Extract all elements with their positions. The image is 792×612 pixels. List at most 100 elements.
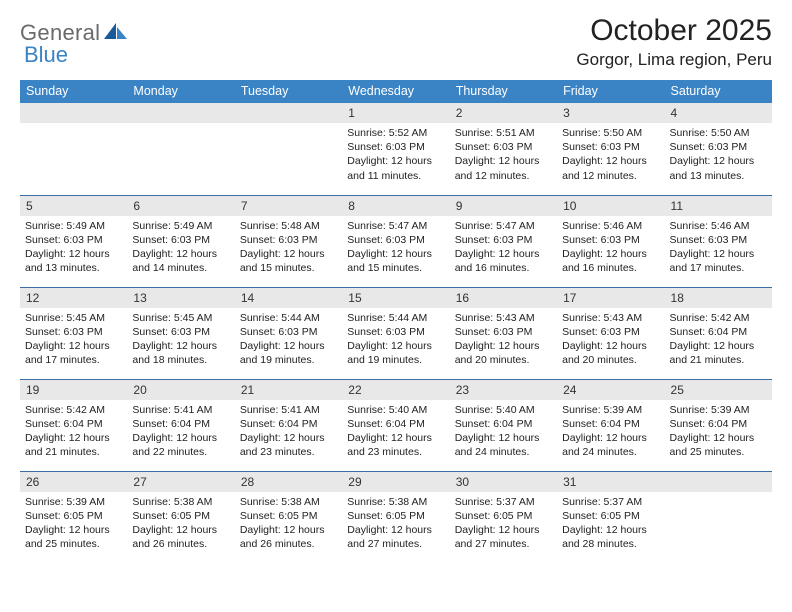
calendar-row: 19Sunrise: 5:42 AMSunset: 6:04 PMDayligh… (20, 379, 772, 471)
day-body: Sunrise: 5:50 AMSunset: 6:03 PMDaylight:… (665, 123, 772, 187)
day-body: Sunrise: 5:46 AMSunset: 6:03 PMDaylight:… (557, 216, 664, 280)
logo-sail-icon (104, 21, 128, 46)
location: Gorgor, Lima region, Peru (576, 50, 772, 70)
calendar-body: 1Sunrise: 5:52 AMSunset: 6:03 PMDaylight… (20, 103, 772, 563)
calendar-cell: 26Sunrise: 5:39 AMSunset: 6:05 PMDayligh… (20, 471, 127, 563)
calendar-cell: 19Sunrise: 5:42 AMSunset: 6:04 PMDayligh… (20, 379, 127, 471)
day-number: 7 (235, 196, 342, 216)
day-body: Sunrise: 5:44 AMSunset: 6:03 PMDaylight:… (342, 308, 449, 372)
day-body: Sunrise: 5:40 AMSunset: 6:04 PMDaylight:… (450, 400, 557, 464)
day-header: Sunday (20, 80, 127, 103)
calendar-cell: 17Sunrise: 5:43 AMSunset: 6:03 PMDayligh… (557, 287, 664, 379)
day-body: Sunrise: 5:45 AMSunset: 6:03 PMDaylight:… (20, 308, 127, 372)
calendar-cell: 18Sunrise: 5:42 AMSunset: 6:04 PMDayligh… (665, 287, 772, 379)
day-header: Friday (557, 80, 664, 103)
day-body: Sunrise: 5:46 AMSunset: 6:03 PMDaylight:… (665, 216, 772, 280)
calendar-cell (127, 103, 234, 195)
day-body: Sunrise: 5:37 AMSunset: 6:05 PMDaylight:… (557, 492, 664, 556)
day-body: Sunrise: 5:39 AMSunset: 6:04 PMDaylight:… (557, 400, 664, 464)
day-number: 8 (342, 196, 449, 216)
day-body: Sunrise: 5:37 AMSunset: 6:05 PMDaylight:… (450, 492, 557, 556)
calendar-cell: 15Sunrise: 5:44 AMSunset: 6:03 PMDayligh… (342, 287, 449, 379)
day-body: Sunrise: 5:44 AMSunset: 6:03 PMDaylight:… (235, 308, 342, 372)
calendar-table: SundayMondayTuesdayWednesdayThursdayFrid… (20, 80, 772, 563)
day-number-empty (235, 103, 342, 123)
logo-text-blue: Blue (24, 42, 68, 68)
day-body: Sunrise: 5:41 AMSunset: 6:04 PMDaylight:… (235, 400, 342, 464)
calendar-cell: 16Sunrise: 5:43 AMSunset: 6:03 PMDayligh… (450, 287, 557, 379)
calendar-cell: 7Sunrise: 5:48 AMSunset: 6:03 PMDaylight… (235, 195, 342, 287)
day-body: Sunrise: 5:41 AMSunset: 6:04 PMDaylight:… (127, 400, 234, 464)
calendar-cell: 29Sunrise: 5:38 AMSunset: 6:05 PMDayligh… (342, 471, 449, 563)
calendar-cell: 31Sunrise: 5:37 AMSunset: 6:05 PMDayligh… (557, 471, 664, 563)
day-number: 30 (450, 472, 557, 492)
day-number: 23 (450, 380, 557, 400)
header: General October 2025 Gorgor, Lima region… (20, 14, 772, 70)
day-number: 6 (127, 196, 234, 216)
calendar-cell: 11Sunrise: 5:46 AMSunset: 6:03 PMDayligh… (665, 195, 772, 287)
day-number: 13 (127, 288, 234, 308)
day-body: Sunrise: 5:38 AMSunset: 6:05 PMDaylight:… (235, 492, 342, 556)
calendar-cell (235, 103, 342, 195)
day-body: Sunrise: 5:45 AMSunset: 6:03 PMDaylight:… (127, 308, 234, 372)
calendar-cell: 25Sunrise: 5:39 AMSunset: 6:04 PMDayligh… (665, 379, 772, 471)
calendar-cell: 8Sunrise: 5:47 AMSunset: 6:03 PMDaylight… (342, 195, 449, 287)
calendar-cell (20, 103, 127, 195)
calendar-row: 26Sunrise: 5:39 AMSunset: 6:05 PMDayligh… (20, 471, 772, 563)
day-body: Sunrise: 5:43 AMSunset: 6:03 PMDaylight:… (450, 308, 557, 372)
calendar-cell: 12Sunrise: 5:45 AMSunset: 6:03 PMDayligh… (20, 287, 127, 379)
day-number: 16 (450, 288, 557, 308)
calendar-cell: 30Sunrise: 5:37 AMSunset: 6:05 PMDayligh… (450, 471, 557, 563)
day-header: Thursday (450, 80, 557, 103)
calendar-row: 12Sunrise: 5:45 AMSunset: 6:03 PMDayligh… (20, 287, 772, 379)
day-body: Sunrise: 5:47 AMSunset: 6:03 PMDaylight:… (450, 216, 557, 280)
day-number: 18 (665, 288, 772, 308)
day-number-empty (665, 472, 772, 492)
calendar-cell: 22Sunrise: 5:40 AMSunset: 6:04 PMDayligh… (342, 379, 449, 471)
day-body: Sunrise: 5:49 AMSunset: 6:03 PMDaylight:… (20, 216, 127, 280)
calendar-cell: 2Sunrise: 5:51 AMSunset: 6:03 PMDaylight… (450, 103, 557, 195)
day-body: Sunrise: 5:39 AMSunset: 6:04 PMDaylight:… (665, 400, 772, 464)
calendar-cell: 20Sunrise: 5:41 AMSunset: 6:04 PMDayligh… (127, 379, 234, 471)
calendar-cell: 6Sunrise: 5:49 AMSunset: 6:03 PMDaylight… (127, 195, 234, 287)
calendar-page: General October 2025 Gorgor, Lima region… (0, 0, 792, 612)
day-number: 31 (557, 472, 664, 492)
calendar-cell: 13Sunrise: 5:45 AMSunset: 6:03 PMDayligh… (127, 287, 234, 379)
calendar-cell: 10Sunrise: 5:46 AMSunset: 6:03 PMDayligh… (557, 195, 664, 287)
day-number: 9 (450, 196, 557, 216)
day-number: 3 (557, 103, 664, 123)
day-body: Sunrise: 5:42 AMSunset: 6:04 PMDaylight:… (665, 308, 772, 372)
day-number: 22 (342, 380, 449, 400)
day-header: Tuesday (235, 80, 342, 103)
calendar-cell: 27Sunrise: 5:38 AMSunset: 6:05 PMDayligh… (127, 471, 234, 563)
day-header: Monday (127, 80, 234, 103)
day-body: Sunrise: 5:52 AMSunset: 6:03 PMDaylight:… (342, 123, 449, 187)
day-header: Wednesday (342, 80, 449, 103)
day-body: Sunrise: 5:39 AMSunset: 6:05 PMDaylight:… (20, 492, 127, 556)
day-number: 4 (665, 103, 772, 123)
day-number: 5 (20, 196, 127, 216)
day-number: 19 (20, 380, 127, 400)
day-body: Sunrise: 5:43 AMSunset: 6:03 PMDaylight:… (557, 308, 664, 372)
calendar-cell: 5Sunrise: 5:49 AMSunset: 6:03 PMDaylight… (20, 195, 127, 287)
day-number: 27 (127, 472, 234, 492)
day-number: 28 (235, 472, 342, 492)
day-body: Sunrise: 5:42 AMSunset: 6:04 PMDaylight:… (20, 400, 127, 464)
calendar-cell: 4Sunrise: 5:50 AMSunset: 6:03 PMDaylight… (665, 103, 772, 195)
calendar-cell: 24Sunrise: 5:39 AMSunset: 6:04 PMDayligh… (557, 379, 664, 471)
day-number-empty (127, 103, 234, 123)
calendar-cell: 1Sunrise: 5:52 AMSunset: 6:03 PMDaylight… (342, 103, 449, 195)
day-number: 1 (342, 103, 449, 123)
day-body: Sunrise: 5:38 AMSunset: 6:05 PMDaylight:… (127, 492, 234, 556)
calendar-cell: 3Sunrise: 5:50 AMSunset: 6:03 PMDaylight… (557, 103, 664, 195)
day-body: Sunrise: 5:48 AMSunset: 6:03 PMDaylight:… (235, 216, 342, 280)
month-title: October 2025 (576, 14, 772, 48)
calendar-cell (665, 471, 772, 563)
day-body: Sunrise: 5:47 AMSunset: 6:03 PMDaylight:… (342, 216, 449, 280)
day-number-empty (20, 103, 127, 123)
calendar-row: 5Sunrise: 5:49 AMSunset: 6:03 PMDaylight… (20, 195, 772, 287)
day-body: Sunrise: 5:49 AMSunset: 6:03 PMDaylight:… (127, 216, 234, 280)
day-number: 26 (20, 472, 127, 492)
day-body: Sunrise: 5:50 AMSunset: 6:03 PMDaylight:… (557, 123, 664, 187)
day-number: 20 (127, 380, 234, 400)
